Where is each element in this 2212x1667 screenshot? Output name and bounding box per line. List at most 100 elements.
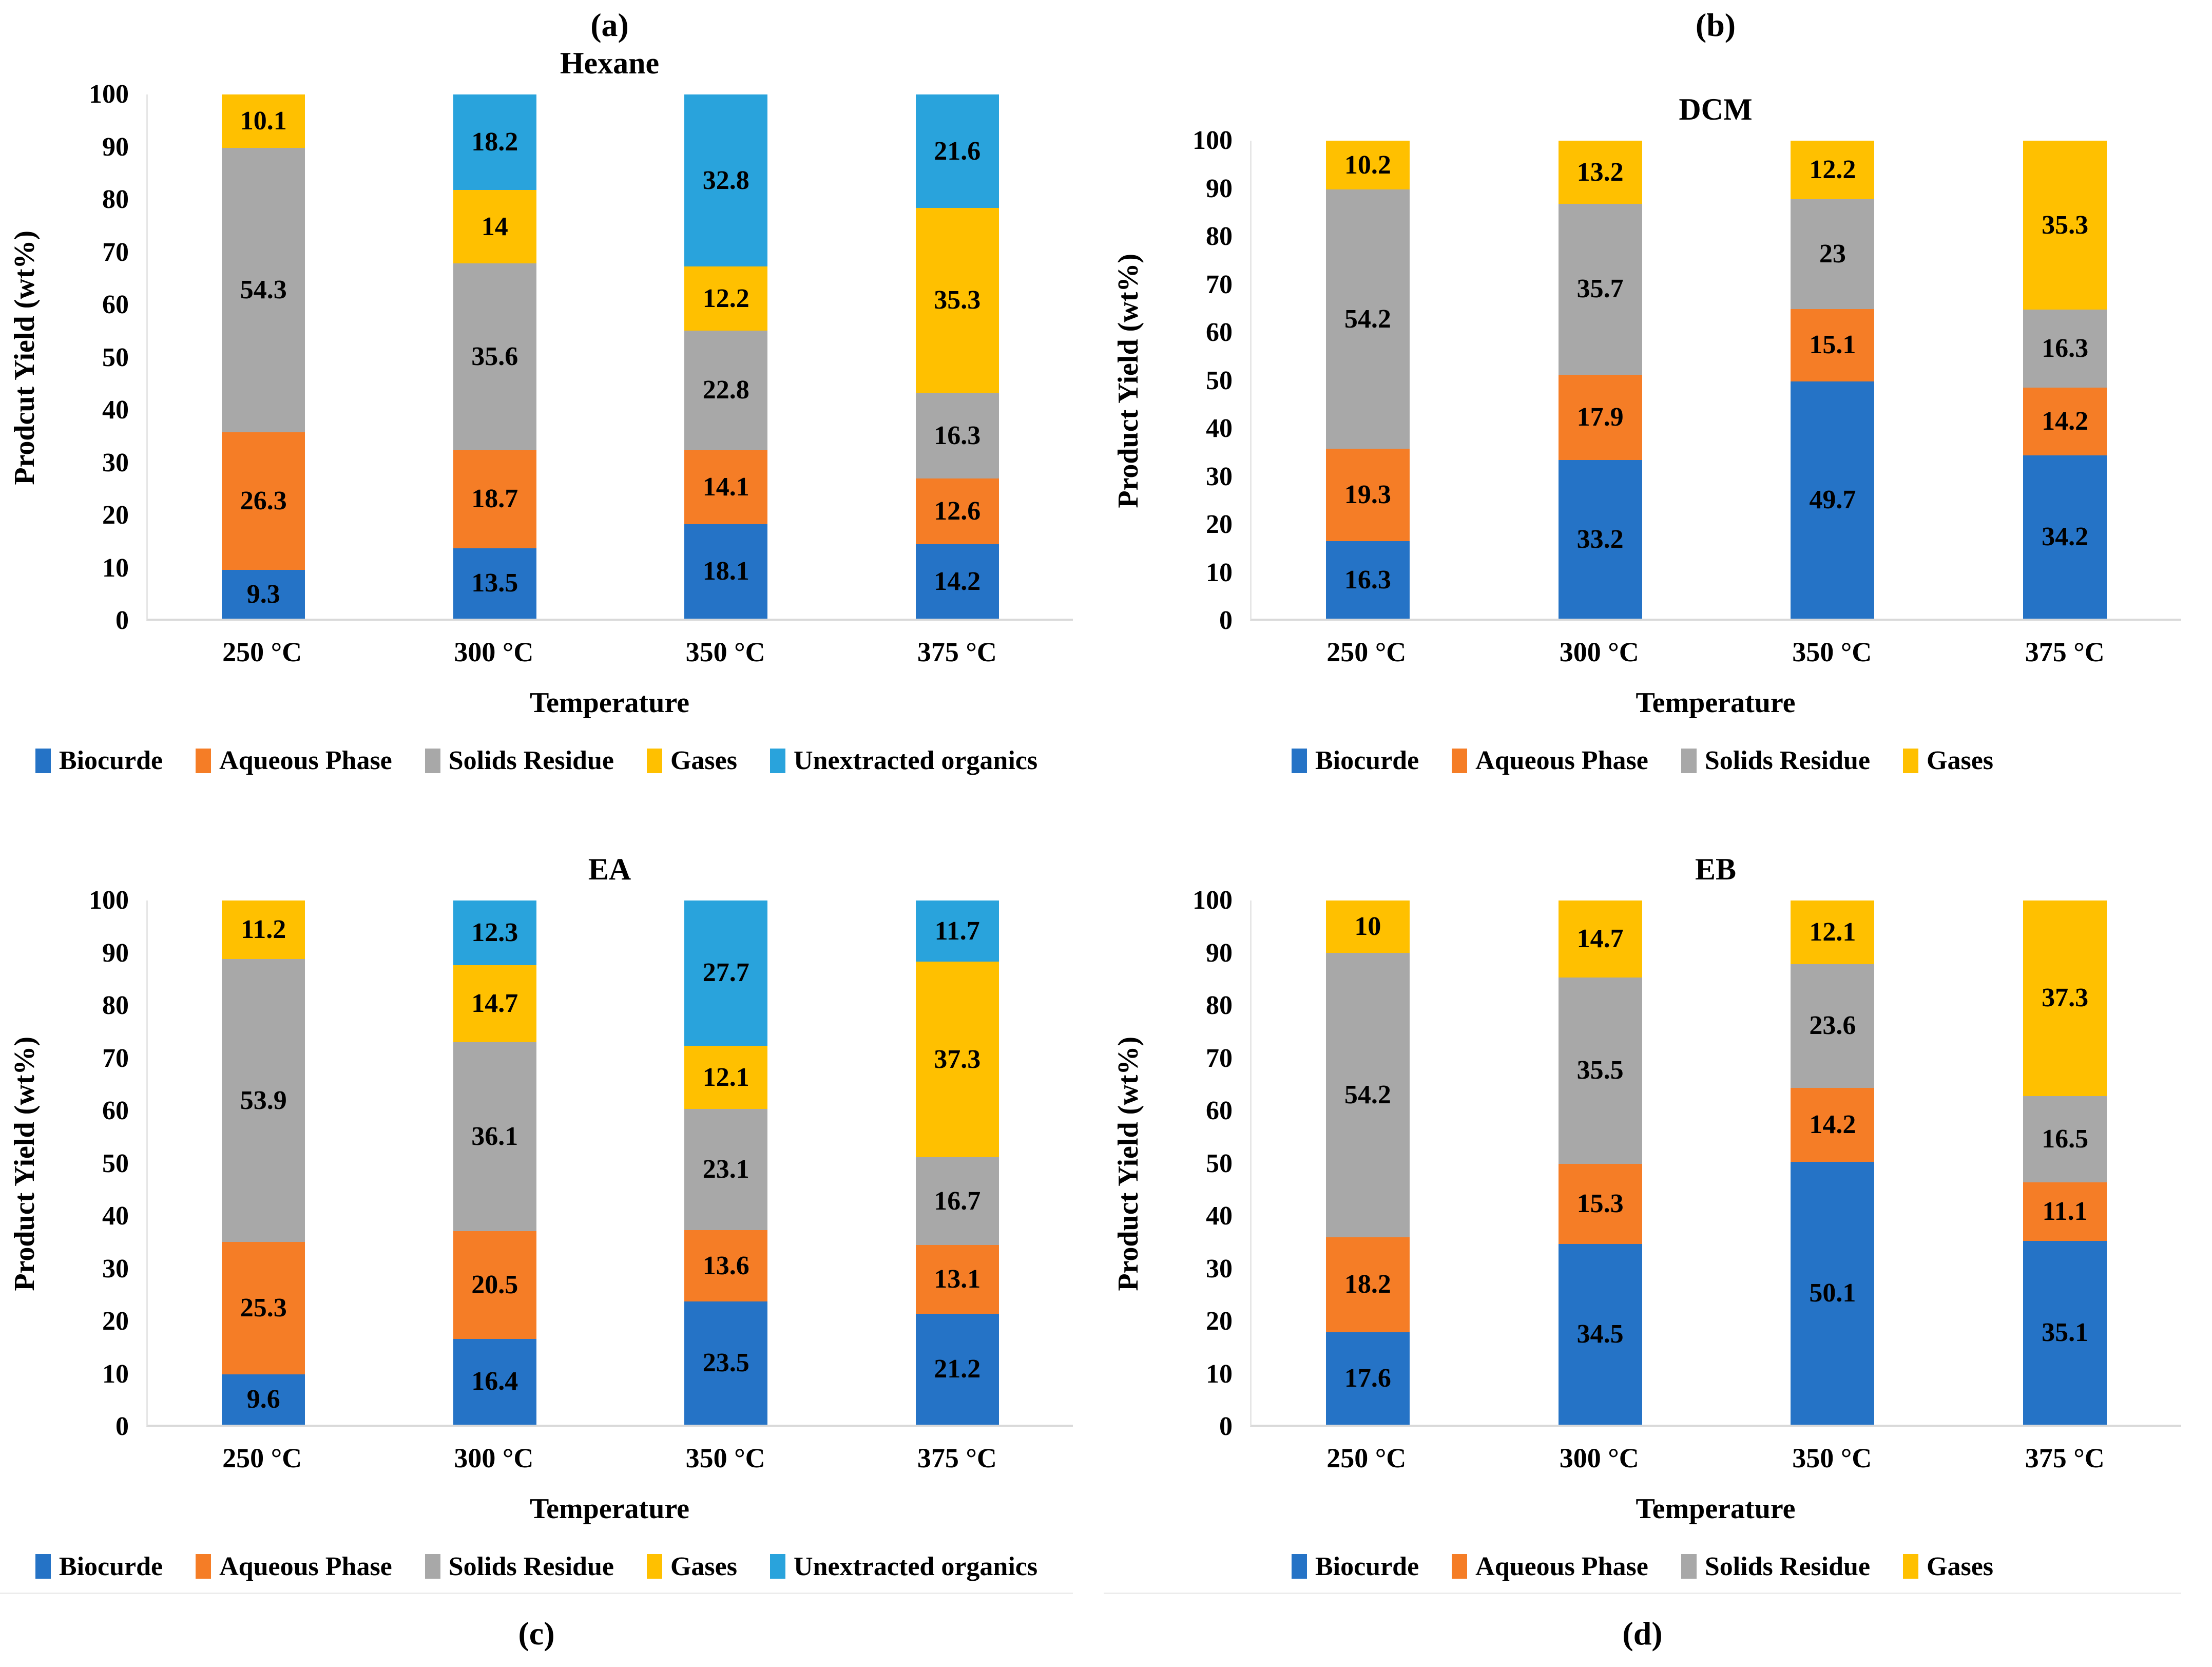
panel-b-dcm: (b) DCM Product Yield (wt%) 0 10 20 30 40 50 60 70… [1104, 0, 2212, 832]
y-tick-label: 100 [89, 80, 129, 109]
bar-segment-solids-residue: 16.5 [2023, 1096, 2107, 1183]
legend-swatch-aqueous-phase [1452, 1554, 1468, 1579]
bar-segment-gases: 14.7 [453, 965, 536, 1042]
x-tick-label: 350 °C [1792, 1443, 1872, 1473]
bar-value-label: 23.6 [1809, 1011, 1856, 1041]
bar-value-label: 27.7 [702, 958, 749, 988]
bar-segment-solids-residue: 23.6 [1791, 964, 1875, 1088]
legend-label: Solids Residue [1704, 1551, 1871, 1581]
legend-label: Solids Residue [1704, 746, 1871, 776]
stacked-bar-375-c: 35.1 11.1 16.5 37.3 [2023, 900, 2107, 1425]
x-axis-title: Temperature [1636, 1493, 1796, 1525]
bar-segment-gases: 12.2 [684, 266, 768, 331]
bar-slot-300-c: 34.5 15.3 35.5 14.7 [1484, 900, 1717, 1425]
bar-segment-biocurde: 34.5 [1558, 1243, 1642, 1425]
bar-value-label: 50.1 [1809, 1278, 1856, 1308]
y-axis-title-text: Product Yield (wt%) [1112, 1036, 1144, 1291]
y-tick-label: 20 [1206, 510, 1233, 540]
bar-value-label: 18.7 [471, 484, 518, 514]
y-tick-label: 30 [1206, 462, 1233, 491]
y-tick-label: 60 [1206, 318, 1233, 348]
y-tick-label: 50 [102, 1148, 129, 1178]
bar-value-label: 10.2 [1344, 150, 1391, 180]
stacked-bar-350-c: 18.1 14.1 22.8 12.2 32.8 [684, 94, 768, 619]
stacked-bar-300-c: 33.2 17.9 35.7 13.2 [1558, 141, 1642, 619]
legend-swatch-gases [1903, 748, 1919, 773]
bar-value-label: 16.5 [2042, 1124, 2089, 1154]
legend-swatch-gases [646, 1554, 662, 1579]
legend-label: Aqueous Phase [1475, 1551, 1648, 1581]
chart-title: DCM [1679, 92, 1753, 127]
bar-segment-aqueous-phase: 15.3 [1558, 1163, 1642, 1244]
bar-value-label: 35.3 [934, 285, 981, 315]
y-tick-label: 40 [1206, 1201, 1233, 1231]
y-tick-label: 0 [1219, 606, 1233, 636]
bar-segment-aqueous-phase: 14.2 [2023, 387, 2107, 455]
bar-value-label: 11.7 [934, 916, 980, 946]
stacked-bar-250-c: 17.6 18.2 54.2 10 [1325, 900, 1410, 1425]
bar-slot-350-c: 49.7 15.1 23 12.2 [1717, 141, 1949, 619]
bar-value-label: 35.3 [2042, 210, 2089, 240]
bar-segment-aqueous-phase: 13.6 [684, 1230, 768, 1302]
bar-value-label: 35.1 [2042, 1317, 2089, 1347]
bar-slot-350-c: 18.1 14.1 22.8 12.2 32.8 [610, 94, 842, 619]
y-axis-ticks: 0 10 20 30 40 50 60 70 80 90 100 [49, 887, 146, 1440]
bar-segment-gases: 35.3 [915, 207, 999, 393]
y-tick-label: 20 [102, 501, 129, 530]
y-tick-label: 80 [1206, 222, 1233, 252]
x-axis-title: Temperature [1636, 687, 1796, 719]
x-tick-label: 250 °C [1326, 637, 1407, 668]
y-tick-label: 30 [102, 1254, 129, 1283]
bar-segment-solids-residue: 53.9 [222, 959, 305, 1242]
y-tick-label: 30 [1206, 1254, 1233, 1283]
bar-segment-solids-residue: 54.2 [1325, 189, 1410, 449]
bar-segment-gases: 14 [453, 190, 536, 264]
bar-slot-350-c: 23.5 13.6 23.1 12.1 27.7 [610, 900, 842, 1425]
x-tick-label: 300 °C [454, 637, 534, 668]
bar-value-label: 21.2 [934, 1354, 981, 1384]
bar-segment-solids-residue: 54.2 [1325, 953, 1410, 1237]
bar-segment-unextracted-organics: 18.2 [453, 94, 536, 190]
bar-segment-aqueous-phase: 25.3 [222, 1241, 305, 1374]
y-tick-label: 50 [1206, 1148, 1233, 1178]
x-tick-label: 300 °C [454, 1443, 534, 1473]
bar-segment-gases: 14.7 [1558, 900, 1642, 978]
y-tick-label: 100 [89, 886, 129, 915]
bar-segment-aqueous-phase: 18.7 [453, 450, 536, 548]
stacked-bar-300-c: 34.5 15.3 35.5 14.7 [1558, 900, 1642, 1425]
bar-segment-biocurde: 18.1 [684, 524, 768, 619]
stacked-bar-250-c: 9.3 26.3 54.3 10.1 [222, 94, 305, 619]
bar-segment-biocurde: 16.4 [453, 1338, 536, 1425]
y-axis-title-text: Prodcut Yield (wt%) [8, 231, 41, 485]
y-axis-ticks: 0 10 20 30 40 50 60 70 80 90 100 [1152, 127, 1250, 634]
bar-value-label: 14.2 [934, 566, 981, 596]
legend-item-aqueous-phase: Aqueous Phase [196, 746, 392, 775]
stacked-bar-250-c: 9.6 25.3 53.9 11.2 [222, 900, 305, 1425]
x-tick-label: 250 °C [222, 637, 302, 668]
bar-value-label: 54.3 [240, 275, 287, 304]
y-tick-label: 0 [116, 606, 129, 636]
bar-slot-375-c: 21.2 13.1 16.7 37.3 11.7 [842, 900, 1073, 1425]
x-tick-label: 300 °C [1559, 1443, 1639, 1473]
legend-item-aqueous-phase: Aqueous Phase [196, 1552, 392, 1581]
y-tick-label: 90 [102, 132, 129, 162]
bar-value-label: 11.1 [2042, 1196, 2088, 1226]
bar-segment-aqueous-phase: 14.2 [1791, 1087, 1875, 1162]
bar-segment-solids-residue: 23.1 [684, 1109, 768, 1231]
bar-segment-unextracted-organics: 32.8 [684, 94, 768, 267]
bar-segment-gases: 10.1 [222, 94, 305, 148]
legend-item-biocurde: Biocurde [35, 746, 163, 775]
bar-value-label: 22.8 [702, 375, 749, 405]
bar-segment-biocurde: 33.2 [1558, 460, 1642, 619]
x-tick-label: 375 °C [2025, 637, 2105, 668]
bar-value-label: 14 [481, 212, 508, 241]
legend-label: Unextracted organics [793, 746, 1038, 776]
legend-label: Gases [1927, 746, 1994, 776]
y-tick-label: 60 [1206, 1096, 1233, 1125]
bar-value-label: 12.1 [702, 1062, 749, 1092]
legend-swatch-biocurde [1291, 748, 1307, 773]
legend-item-solids-residue: Solids Residue [1681, 1552, 1870, 1581]
bar-value-label: 14.7 [471, 988, 518, 1018]
bar-segment-aqueous-phase: 18.2 [1325, 1237, 1410, 1333]
